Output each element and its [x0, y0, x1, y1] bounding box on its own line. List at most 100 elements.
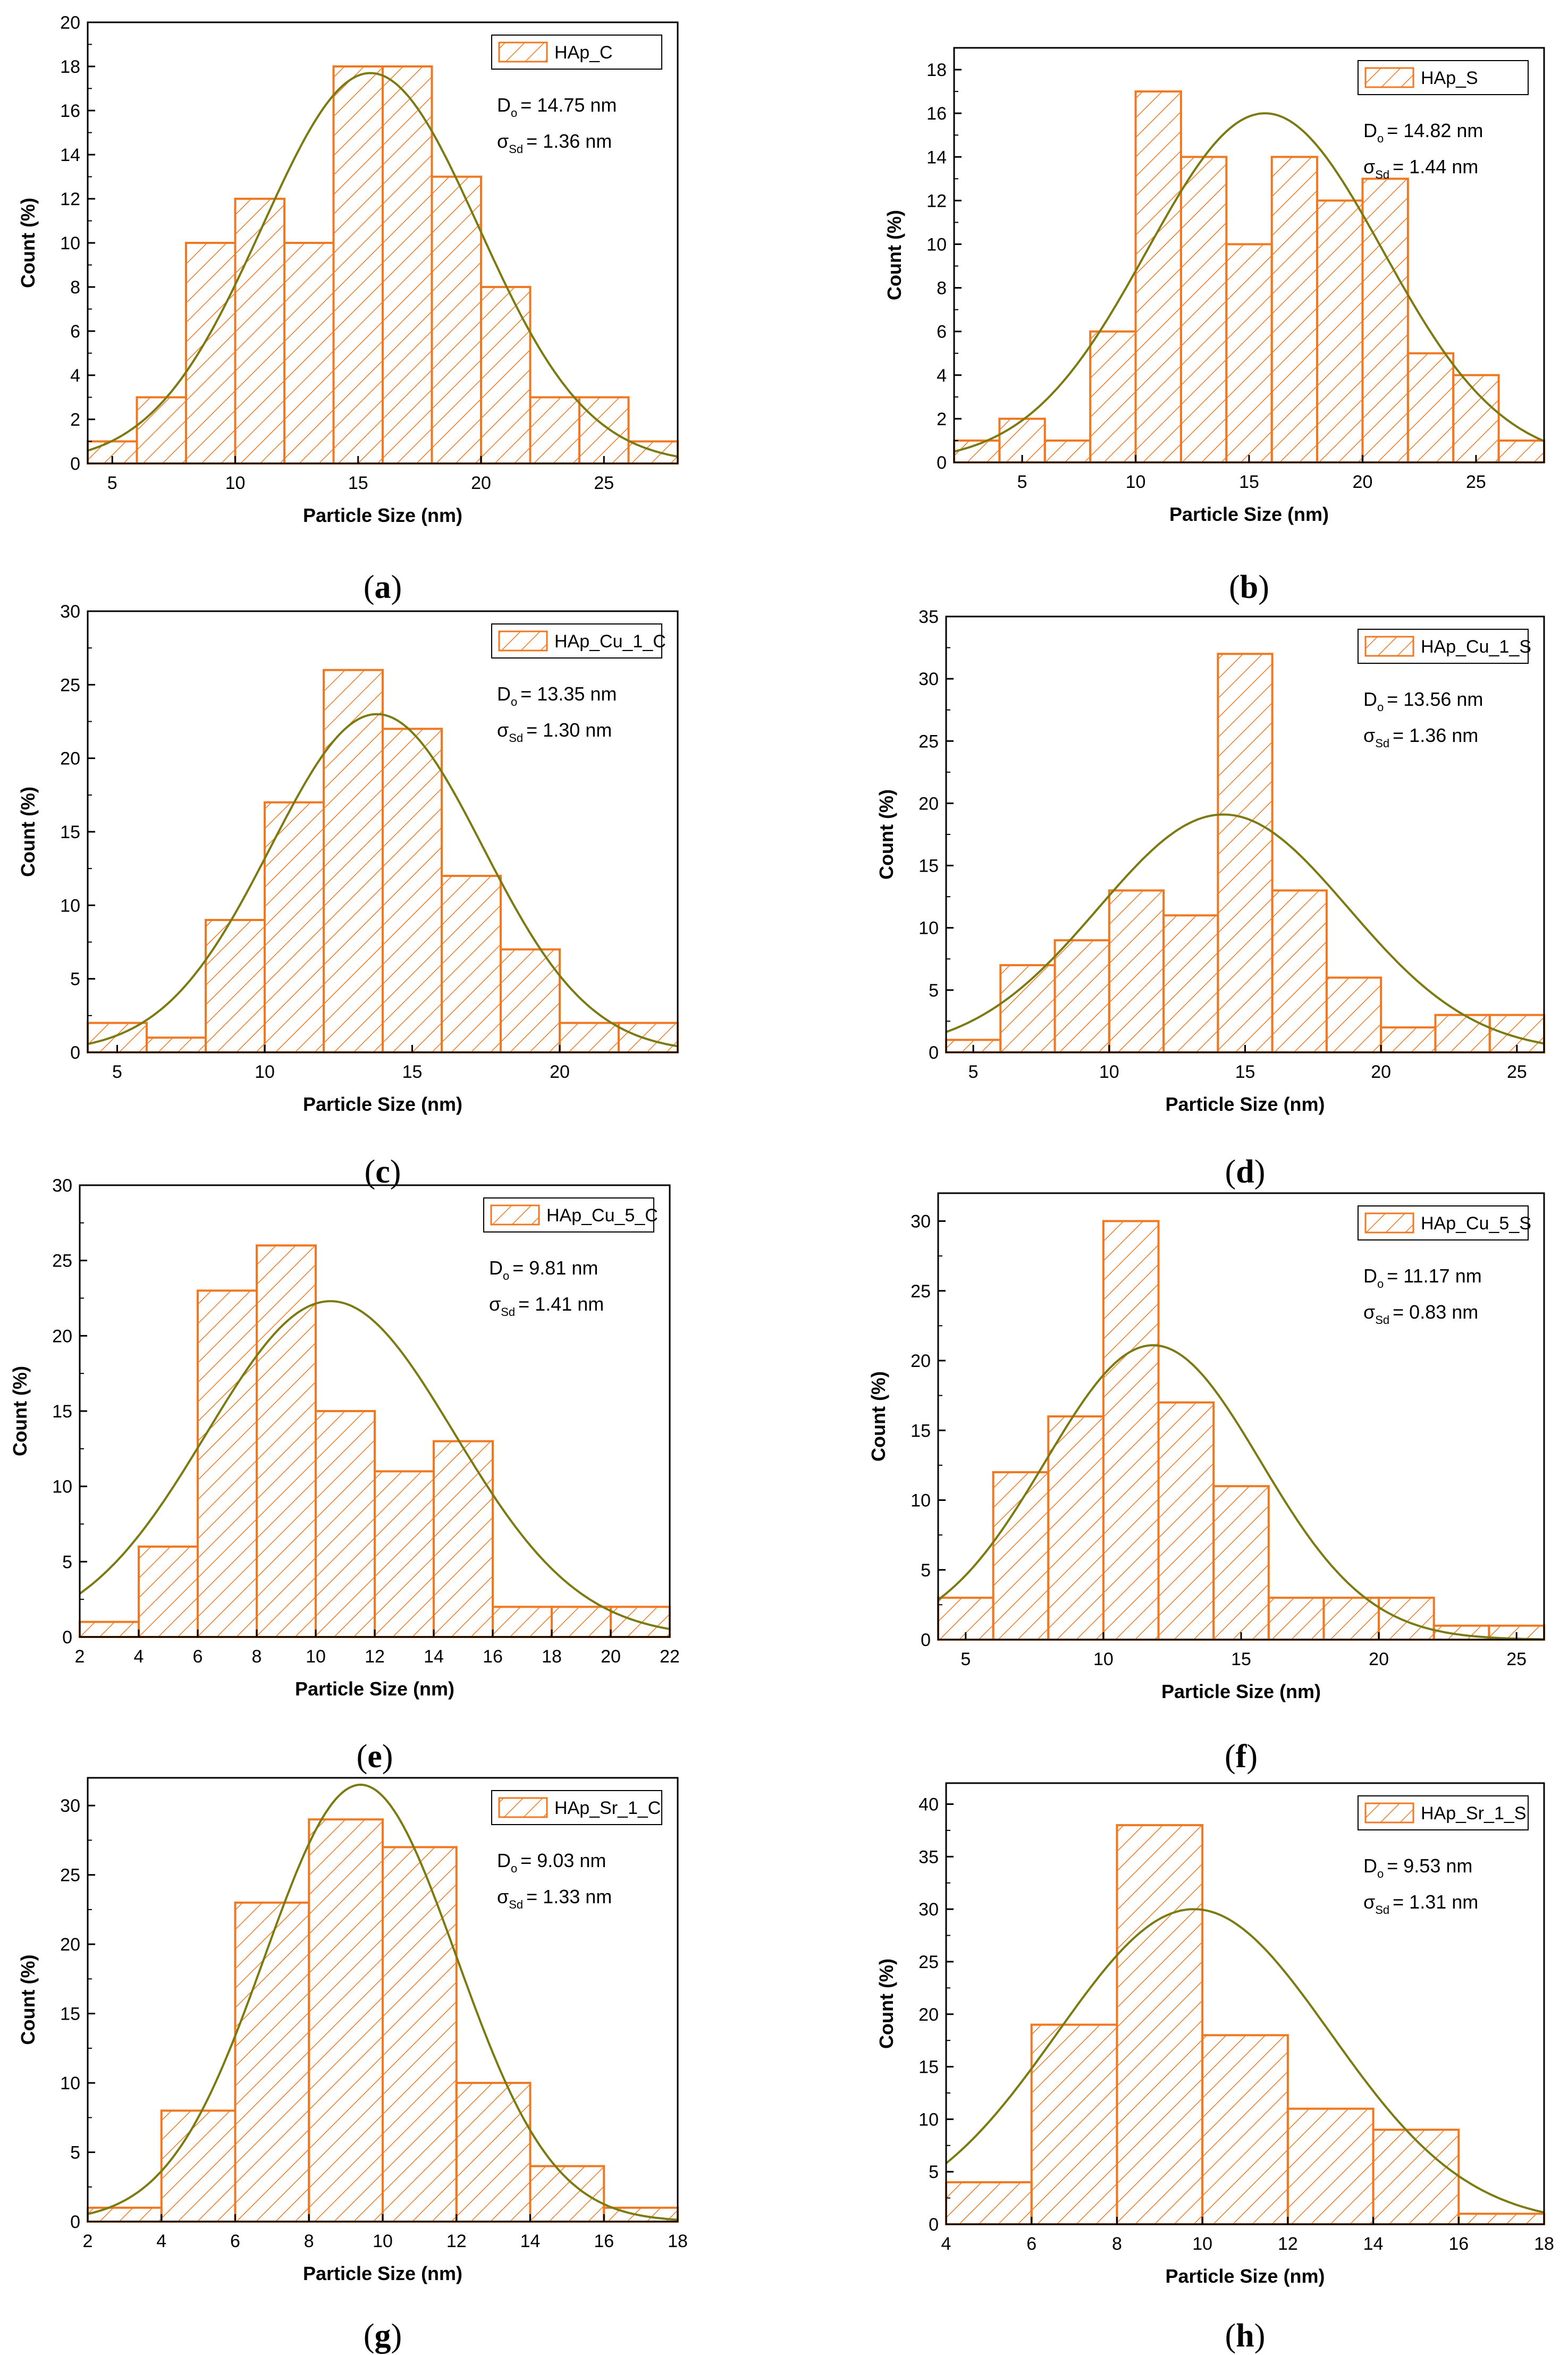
y-tick-label: 10 [918, 918, 939, 939]
x-tick-label: 2 [75, 1647, 85, 1667]
legend-swatch [490, 1204, 540, 1226]
histogram-bar [1316, 199, 1364, 463]
histogram-bar [529, 2165, 605, 2223]
x-tick-label: 5 [968, 1062, 979, 1082]
histogram-bar [382, 65, 433, 465]
y-tick-label: 8 [937, 278, 947, 299]
legend-swatch [498, 630, 548, 652]
x-tick-label: 10 [225, 473, 246, 493]
y-axis-title: Count (%) [875, 1959, 897, 2049]
histogram-bar [529, 396, 580, 465]
y-tick-label: 0 [70, 1043, 80, 1063]
legend-label: HAp_Cu_1_S [1421, 637, 1531, 657]
x-tick-label: 25 [1466, 472, 1486, 492]
y-tick-label: 20 [60, 749, 80, 769]
y-tick-label: 25 [918, 1952, 939, 1972]
x-tick-label: 8 [1112, 2234, 1122, 2254]
mean-diameter-label: Do = 13.35 nm [497, 683, 617, 708]
y-tick-label: 14 [926, 147, 947, 167]
y-tick-label: 14 [60, 145, 80, 165]
gaussian-fit-curve [79, 1300, 670, 1631]
histogram-bar [1406, 352, 1455, 463]
histogram-bar [1270, 156, 1319, 463]
y-tick-label: 25 [52, 1251, 72, 1271]
mean-diameter-label: Do = 9.81 nm [489, 1257, 598, 1282]
y-tick-label: 0 [70, 454, 80, 474]
panel-f: 0 5 10 15 20 25 30 5 10 15 20 25 Particle Size (nm) C… [784, 1169, 1568, 1775]
x-tick-label: 10 [1093, 1649, 1114, 1669]
gaussian-fit-curve [954, 112, 1545, 453]
gaussian-fit-curve [87, 713, 678, 1048]
y-tick-label: 20 [911, 1351, 931, 1371]
x-axis-title: Particle Size (nm) [1165, 1093, 1325, 1115]
y-tick-label: 0 [62, 1627, 72, 1648]
histogram-bar [1108, 889, 1165, 1054]
y-tick-label: 4 [937, 366, 947, 386]
panel-a: 0 2 4 6 8 10 12 14 16 18 20 5 10 15 20 25 Particle Size … [0, 0, 784, 605]
histogram-chart-b: 0 2 4 6 8 10 12 14 16 18 5 10 15 20 25 Particle Size (n… [883, 47, 1545, 525]
histogram-bar [1271, 889, 1328, 1054]
legend-swatch [498, 1797, 548, 1818]
histogram-bar [234, 198, 285, 465]
x-tick-label: 4 [156, 2231, 166, 2251]
histogram-bar [136, 396, 187, 465]
histogram-bar [1325, 976, 1382, 1054]
y-tick-label: 10 [52, 1477, 72, 1497]
mean-diameter-label: Do = 14.75 nm [497, 94, 617, 120]
y-tick-label: 0 [929, 1043, 939, 1063]
histogram-bar [945, 2181, 1033, 2226]
panel-d: 0 5 10 15 20 25 30 35 5 10 15 20 25 Particle Size (nm… [784, 585, 1568, 1190]
y-tick-label: 20 [60, 13, 80, 33]
x-tick-label: 16 [483, 1647, 503, 1667]
std-deviation-label: σSd = 1.30 nm [497, 719, 612, 745]
y-axis-title: Count (%) [9, 1366, 31, 1456]
legend-label: HAp_Cu_5_S [1421, 1213, 1531, 1234]
x-axis-title: Particle Size (nm) [1169, 503, 1329, 525]
panel-caption: (a) [363, 569, 402, 605]
y-axis-title: Count (%) [867, 1371, 889, 1462]
panel-caption: (g) [363, 2318, 402, 2354]
gaussian-fit-curve [87, 72, 678, 458]
x-tick-label: 2 [83, 2231, 93, 2251]
panel-h: 0 5 10 15 20 25 30 35 40 4 6 8 10 12 14 16 18 Particle Si… [784, 1754, 1568, 2354]
x-axis-title: Particle Size (nm) [295, 1678, 454, 1700]
y-tick-label: 30 [911, 1212, 931, 1232]
histogram-bar [185, 242, 237, 465]
x-tick-label: 25 [1507, 1062, 1527, 1082]
histogram-chart-a: 0 2 4 6 8 10 12 14 16 18 20 5 10 15 20 25 Particle Size … [17, 13, 679, 526]
legend-label: HAp_Cu_1_C [554, 631, 666, 652]
std-deviation-label: σSd = 1.33 nm [497, 1886, 612, 1911]
y-tick-label: 5 [929, 981, 939, 1001]
histogram-bar [480, 286, 532, 465]
histogram-bar [1212, 1485, 1270, 1641]
histogram-bar [1457, 2213, 1546, 2226]
x-tick-label: 16 [1448, 2234, 1469, 2254]
panel-caption: (b) [1229, 569, 1269, 605]
panel-caption: (h) [1225, 2318, 1266, 2354]
plot-frame [945, 1782, 1545, 2225]
y-tick-label: 0 [937, 453, 947, 473]
y-tick-label: 15 [918, 856, 939, 876]
histogram-bar [1217, 653, 1274, 1054]
histogram-bar [1372, 2129, 1460, 2226]
y-tick-label: 15 [911, 1421, 931, 1441]
panel-e: 0 5 10 15 20 25 30 2 4 6 8 10 12 14 16 18 20 22 Particle S… [0, 1169, 784, 1775]
bars [87, 1818, 679, 2223]
x-tick-label: 25 [594, 473, 614, 493]
histogram-bar [578, 396, 630, 465]
y-tick-label: 30 [60, 1796, 80, 1816]
panel-g: 0 5 10 15 20 25 30 2 4 6 8 10 12 14 16 18 Particle Size … [0, 1754, 784, 2354]
y-tick-label: 6 [937, 322, 947, 342]
y-tick-label: 30 [60, 602, 80, 622]
histogram-bar [264, 801, 325, 1053]
y-tick-label: 18 [926, 60, 947, 80]
y-tick-label: 2 [70, 410, 80, 430]
mean-diameter-label: Do = 14.82 nm [1363, 120, 1483, 145]
gaussian-fit-curve [87, 1783, 678, 2221]
bars [79, 1244, 671, 1639]
histogram-bar [1497, 439, 1545, 464]
histogram-bar [455, 2082, 532, 2223]
y-tick-label: 15 [60, 822, 80, 842]
panel-caption: (d) [1225, 1154, 1266, 1190]
x-tick-label: 18 [668, 2231, 688, 2251]
